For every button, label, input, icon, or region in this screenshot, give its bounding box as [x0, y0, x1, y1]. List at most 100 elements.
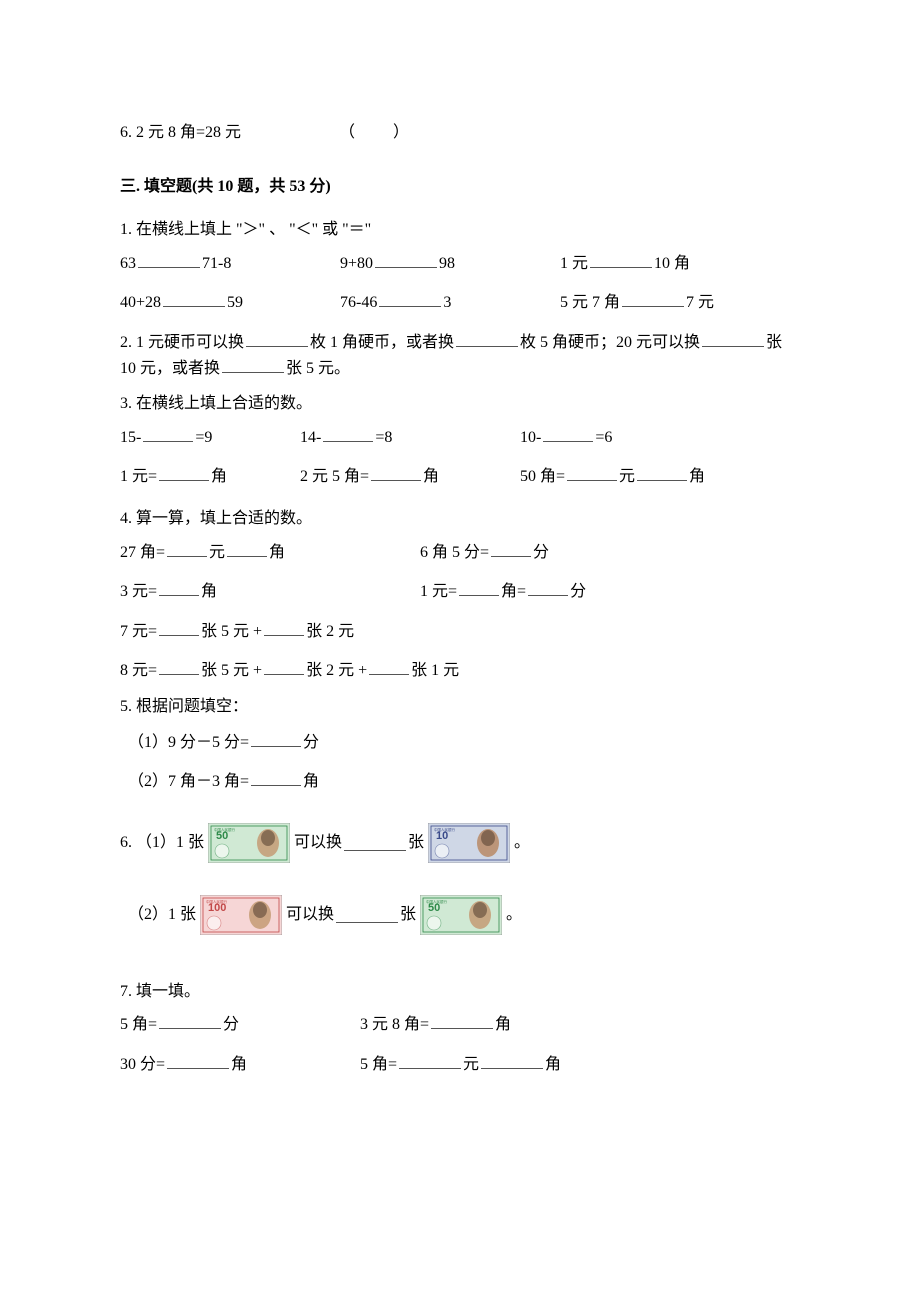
q7-row2: 30 分=角 5 角=元角 — [120, 1052, 800, 1078]
blank[interactable] — [459, 579, 499, 596]
q3-prompt: 3. 在横线上填上合适的数。 — [120, 391, 800, 417]
q5-s2a: （2）7 角－3 角= — [128, 773, 249, 790]
blank[interactable] — [323, 425, 373, 442]
q4-l3c: 张 2 元 — [306, 623, 354, 640]
blank[interactable] — [251, 769, 301, 786]
q7-row1: 5 角=分 3 元 8 角=角 — [120, 1012, 800, 1038]
q1-row2: 40+2859 76-463 5 元 7 角7 元 — [120, 290, 800, 316]
q4-l1a: 27 角= — [120, 544, 165, 561]
tf-q6: 6. 2 元 8 角=28 元 （ ） — [120, 120, 800, 146]
q4-l3b: 张 5 元 + — [201, 623, 262, 640]
blank[interactable] — [528, 579, 568, 596]
q1-r2c2a: 76-46 — [340, 294, 377, 311]
q1-r1c3b: 10 角 — [654, 255, 690, 272]
q2-mid1: 枚 1 角硬币，或者换 — [310, 334, 454, 351]
blank[interactable] — [543, 425, 593, 442]
q5-s1a: （1）9 分－5 分= — [128, 734, 249, 751]
q7-r2c2c: 角 — [545, 1056, 561, 1073]
q6-s1mid: 可以换 — [294, 830, 342, 856]
blank[interactable] — [702, 330, 764, 347]
q4-row2: 3 元=角 1 元=角=分 — [120, 579, 800, 605]
q6-sub2: （2）1 张 100中国人民银行 可以换张 50中国人民银行 。 — [128, 895, 522, 935]
q2-mid2: 枚 5 角硬币；20 元可以换 — [520, 334, 700, 351]
blank[interactable] — [590, 251, 652, 268]
blank[interactable] — [637, 464, 687, 481]
q3-r2c3c: 角 — [689, 468, 705, 485]
blank[interactable] — [379, 290, 441, 307]
blank[interactable] — [264, 619, 304, 636]
svg-text:中国人民银行: 中国人民银行 — [434, 827, 455, 832]
q4-l2ra: 1 元= — [420, 583, 457, 600]
section3-title: 三. 填空题(共 10 题，共 53 分) — [120, 174, 800, 200]
q1-r2c3a: 5 元 7 角 — [560, 294, 620, 311]
q1-r1c2a: 9+80 — [340, 255, 373, 272]
blank[interactable] — [163, 290, 225, 307]
blank[interactable] — [159, 464, 209, 481]
worksheet-page: 6. 2 元 8 角=28 元 （ ） 三. 填空题(共 10 题，共 53 分… — [0, 0, 920, 1302]
banknote-50-icon: 50中国人民银行 — [208, 823, 290, 863]
blank[interactable] — [431, 1012, 493, 1029]
q3-r2c3a: 50 角= — [520, 468, 565, 485]
q4-l2a: 3 元= — [120, 583, 157, 600]
blank[interactable] — [159, 579, 199, 596]
blank[interactable] — [567, 464, 617, 481]
q7-r2c1b: 角 — [231, 1056, 247, 1073]
q1-r1c1a: 63 — [120, 255, 136, 272]
blank[interactable] — [491, 540, 531, 557]
q7-r2c2a: 5 角= — [360, 1056, 397, 1073]
q7-r1c1a: 5 角= — [120, 1016, 157, 1033]
q1-r2c3b: 7 元 — [686, 294, 714, 311]
blank[interactable] — [344, 834, 406, 851]
blank[interactable] — [159, 1012, 221, 1029]
blank[interactable] — [227, 540, 267, 557]
blank[interactable] — [138, 251, 200, 268]
blank[interactable] — [336, 906, 398, 923]
blank[interactable] — [399, 1052, 461, 1069]
tf-q6-paren: （ ） — [339, 124, 411, 141]
blank[interactable] — [159, 658, 199, 675]
q3-r1c2a: 14- — [300, 429, 321, 446]
q5-s1b: 分 — [303, 734, 319, 751]
q6-s2mid: 可以换 — [286, 902, 334, 928]
q1-r1c1b: 71-8 — [202, 255, 231, 272]
blank[interactable] — [456, 330, 518, 347]
q3-r2c1b: 角 — [211, 468, 227, 485]
blank[interactable] — [159, 619, 199, 636]
blank[interactable] — [481, 1052, 543, 1069]
blank[interactable] — [246, 330, 308, 347]
q3-r1c1b: =9 — [195, 429, 212, 446]
banknote-50b-icon: 50中国人民银行 — [420, 895, 502, 935]
blank[interactable] — [369, 658, 409, 675]
q3-row2: 1 元=角 2 元 5 角=角 50 角=元角 — [120, 464, 800, 490]
q6-s2post: 张 — [400, 902, 416, 928]
q3-r2c2b: 角 — [423, 468, 439, 485]
blank[interactable] — [264, 658, 304, 675]
q1-r2c2b: 3 — [443, 294, 451, 311]
q3-r2c1a: 1 元= — [120, 468, 157, 485]
q5-prompt: 5. 根据问题填空： — [120, 694, 800, 720]
q6-s1end: 。 — [514, 830, 530, 856]
q4-row1: 27 角=元角 6 角 5 分=分 — [120, 540, 800, 566]
blank[interactable] — [371, 464, 421, 481]
banknote-10-icon: 10中国人民银行 — [428, 823, 510, 863]
q4-l4d: 张 1 元 — [411, 662, 459, 679]
blank[interactable] — [167, 1052, 229, 1069]
q2-suffix: 张 5 元。 — [286, 360, 350, 377]
q6-s2end: 。 — [506, 902, 522, 928]
blank[interactable] — [222, 356, 284, 373]
blank[interactable] — [143, 425, 193, 442]
q7-r1c2a: 3 元 8 角= — [360, 1016, 429, 1033]
q4-l1ra: 6 角 5 分= — [420, 544, 489, 561]
q2-prefix: 2. 1 元硬币可以换 — [120, 334, 244, 351]
q3-r2c3b: 元 — [619, 468, 635, 485]
q3-r1c3a: 10- — [520, 429, 541, 446]
q3-r1c1a: 15- — [120, 429, 141, 446]
blank[interactable] — [622, 290, 684, 307]
q4-l3a: 7 元= — [120, 623, 157, 640]
blank[interactable] — [251, 730, 301, 747]
q6-s1post: 张 — [408, 830, 424, 856]
q3-r1c3b: =6 — [595, 429, 612, 446]
blank[interactable] — [167, 540, 207, 557]
blank[interactable] — [375, 251, 437, 268]
q4-l2rb: 角= — [501, 583, 526, 600]
